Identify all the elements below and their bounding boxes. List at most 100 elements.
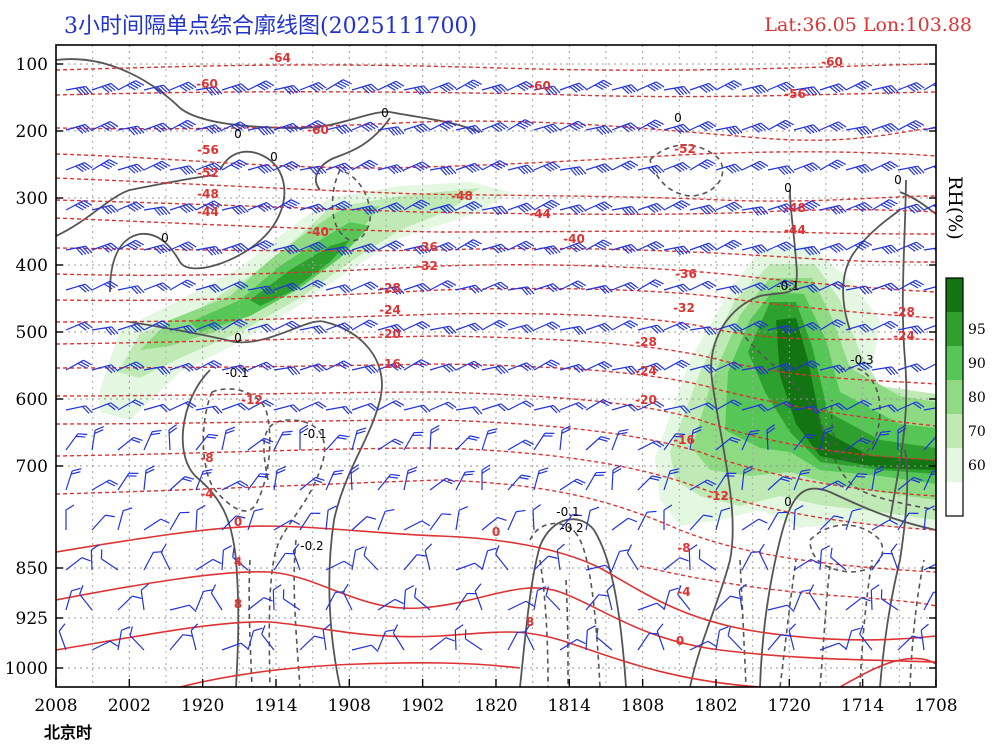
- wind-barb: [585, 239, 612, 251]
- wind-barb: [585, 201, 613, 212]
- wind-barb: [247, 597, 273, 611]
- vv-label: -0.2: [300, 539, 323, 553]
- temp-label: 0: [492, 525, 500, 539]
- wind-barb: [897, 120, 925, 131]
- wind-barb: [429, 424, 440, 451]
- wind-barb: [845, 508, 862, 531]
- vv-contour-solid-11: [842, 209, 901, 331]
- wind-barb: [689, 159, 716, 171]
- temp-label: -44: [784, 223, 806, 237]
- wind-barb: [481, 281, 509, 291]
- temp-label: -28: [893, 305, 915, 319]
- wind-barb: [455, 592, 477, 611]
- wind-barb: [871, 122, 899, 134]
- wind-barb: [351, 243, 379, 254]
- wind-barb: [663, 85, 691, 96]
- vv-label: 0: [234, 331, 242, 345]
- wind-barb: [845, 125, 873, 136]
- wind-barb: [169, 241, 197, 252]
- wind-barb: [195, 245, 223, 256]
- wind-barb: [455, 506, 469, 531]
- wind-barb: [160, 543, 171, 571]
- wind-barb: [533, 161, 561, 172]
- wind-barb: [117, 285, 145, 295]
- wind-barb: [585, 625, 597, 651]
- temp-label: -60: [529, 79, 551, 93]
- colorbar-tick-label: 70: [968, 424, 986, 440]
- wind-barb: [168, 424, 178, 451]
- wind-barb: [221, 642, 249, 651]
- wind-barb: [377, 629, 395, 651]
- wind-barb: [377, 240, 405, 251]
- wind-barb: [611, 464, 622, 491]
- wind-barb: [403, 466, 418, 491]
- y-tick-label: 1000: [5, 659, 48, 679]
- wind-barb: [923, 360, 936, 371]
- vv-contour-dashed-4: [331, 169, 371, 242]
- vv-contour-dashed-3: [248, 559, 253, 687]
- vv-label: 0: [894, 173, 902, 187]
- time-axis-label: 北京时: [44, 723, 93, 742]
- wind-barb: [377, 400, 405, 411]
- colorbar-tick-label: 95: [968, 322, 986, 338]
- wind-barb: [845, 597, 871, 611]
- vv-label: -0.1: [776, 279, 799, 293]
- wind-barb: [429, 637, 455, 651]
- wind-barb: [663, 504, 673, 530]
- wind-barb: [169, 81, 197, 92]
- wind-barb: [169, 165, 197, 176]
- wind-barb: [195, 124, 223, 135]
- temp-label: -52: [674, 142, 696, 156]
- vv-contour-dashed-8: [649, 144, 724, 197]
- wind-barb: [559, 280, 587, 291]
- wind-barb: [556, 543, 565, 571]
- wind-barb: [819, 642, 847, 651]
- wind-barb: [559, 638, 586, 651]
- wind-barb: [870, 584, 880, 611]
- wind-barb: [247, 399, 275, 411]
- wind-barb: [559, 513, 583, 531]
- wind-barb: [559, 242, 587, 253]
- wind-barb: [819, 402, 847, 411]
- wind-barb: [559, 478, 586, 491]
- wind-barb: [845, 285, 873, 295]
- wind-barb: [596, 627, 613, 651]
- wind-barb: [819, 159, 846, 171]
- wind-barb: [455, 360, 483, 371]
- temp-contour-dashed-7: [56, 247, 936, 263]
- temp-contour-dashed-6: [56, 217, 936, 235]
- y-tick-label: 200: [16, 122, 48, 142]
- wind-barb: [91, 159, 118, 171]
- wind-barb: [793, 558, 820, 571]
- wind-barb: [429, 165, 457, 176]
- wind-barb: [424, 543, 433, 571]
- wind-barb: [221, 545, 233, 571]
- wind-barb: [923, 162, 936, 173]
- wind-barb: [273, 161, 301, 172]
- x-tick-label: 1908: [328, 696, 371, 716]
- temp-label: -64: [269, 51, 291, 65]
- wind-barb: [585, 399, 612, 411]
- wind-barb: [247, 323, 275, 333]
- wind-barb: [429, 241, 457, 253]
- wind-barb: [845, 201, 873, 213]
- wind-barb: [377, 164, 405, 175]
- wind-barb: [559, 363, 587, 374]
- wind-barb: [689, 204, 717, 215]
- wind-barb: [195, 321, 223, 331]
- wind-barb: [611, 281, 639, 291]
- wind-barb: [91, 402, 119, 411]
- wind-barb: [299, 635, 324, 651]
- wind-barb: [559, 425, 571, 451]
- wind-barb: [273, 282, 301, 292]
- wind-barb: [299, 325, 327, 335]
- temp-label: -4: [677, 585, 690, 599]
- wind-barb: [65, 123, 93, 134]
- wind-barb: [299, 81, 327, 93]
- vv-contour-solid-9: [879, 449, 909, 687]
- wind-barb: [819, 480, 847, 491]
- wind-barb: [766, 424, 776, 451]
- wind-barb: [793, 124, 821, 135]
- wind-barb: [299, 203, 327, 214]
- wind-barb: [533, 321, 561, 331]
